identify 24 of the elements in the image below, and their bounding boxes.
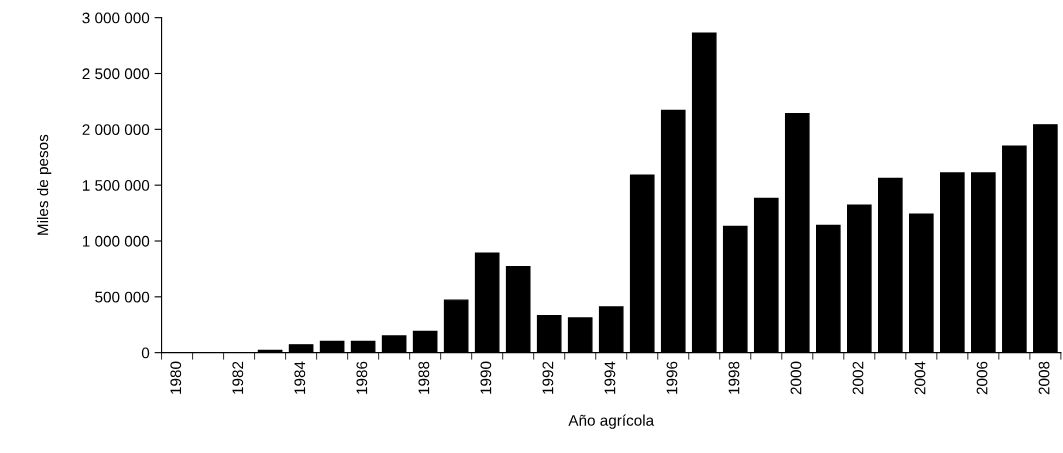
y-tick-label: 1 000 000 <box>82 235 150 247</box>
x-tick-label: 1984 <box>294 361 306 394</box>
x-tick-label: 1990 <box>480 361 492 394</box>
x-tick-label: 1996 <box>666 361 678 394</box>
x-tick-label: 1998 <box>728 361 740 394</box>
x-tick-label: 2000 <box>790 361 802 395</box>
x-tick-label: 2002 <box>852 361 864 395</box>
y-tick-label: 3 000 000 <box>82 12 150 24</box>
x-tick-label: 1980 <box>170 361 182 394</box>
x-axis-title: Año agrícola <box>568 414 655 429</box>
x-tick-label: 1988 <box>418 361 430 394</box>
y-axis-title: Miles de pesos <box>37 134 52 235</box>
x-tick-label: 1982 <box>232 361 244 394</box>
x-tick-label: 2008 <box>1038 361 1050 395</box>
y-tick-label: 2 500 000 <box>82 68 150 80</box>
x-tick-label: 1986 <box>356 361 368 394</box>
x-tick-label: 2006 <box>976 361 988 395</box>
x-tick-label: 1992 <box>542 361 554 394</box>
x-tick-label: 1994 <box>604 361 616 394</box>
y-tick-label: 2 000 000 <box>82 124 150 136</box>
y-tick-label: 1 500 000 <box>82 180 150 191</box>
x-tick-label: 2004 <box>914 361 926 395</box>
y-tick-label: 0 <box>141 347 150 359</box>
y-tick-label: 500 000 <box>95 291 150 303</box>
